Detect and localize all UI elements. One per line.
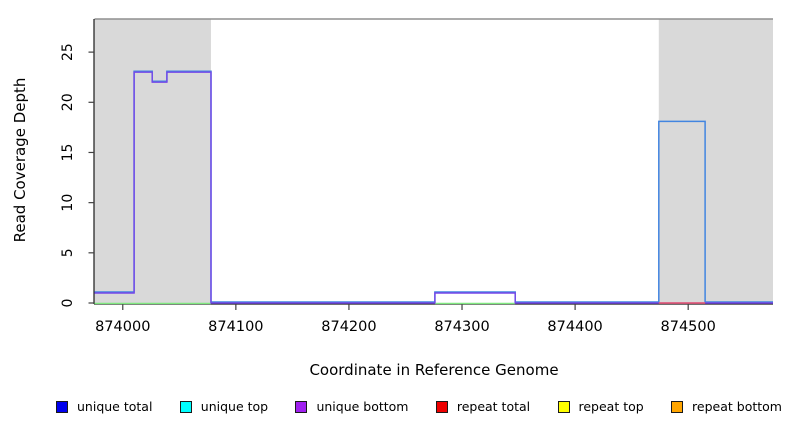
repeat-top-swatch-icon xyxy=(557,400,570,413)
repeat-region-band xyxy=(658,19,773,304)
legend-item-repeat-top: repeat top xyxy=(557,399,644,414)
unique-bottom-swatch-icon xyxy=(295,400,308,413)
y-tick-label: 10 xyxy=(60,194,76,212)
y-axis-title: Read Coverage Depth xyxy=(11,77,29,243)
x-axis-title: Coordinate in Reference Genome xyxy=(309,361,559,379)
legend-label: unique total xyxy=(77,399,153,414)
x-tick-label: 874000 xyxy=(95,319,150,335)
unique-top-swatch-icon xyxy=(179,400,192,413)
y-tick-label: 20 xyxy=(60,93,76,111)
legend-label: repeat bottom xyxy=(692,399,782,414)
x-tick-label: 874500 xyxy=(661,319,716,335)
legend-item-unique-bottom: unique bottom xyxy=(295,399,409,414)
x-tick-label: 874100 xyxy=(208,319,263,335)
y-tick-label: 5 xyxy=(60,248,76,257)
coverage-plot-canvas: 0 5 10 15 20 25 874000 874100 874200 874300 874400… xyxy=(60,18,773,335)
legend-item-unique-total: unique total xyxy=(56,399,152,414)
legend-label: repeat top xyxy=(578,399,644,414)
legend-label: unique top xyxy=(200,399,269,414)
legend-item-repeat-bottom: repeat bottom xyxy=(671,399,782,414)
x-tick-label: 874400 xyxy=(547,319,602,335)
unique-bottom-line xyxy=(94,71,773,304)
repeat-bottom-swatch-icon xyxy=(671,400,684,413)
x-tick-label: 874300 xyxy=(434,319,489,335)
repeat-total-swatch-icon xyxy=(435,400,448,413)
unique-total-swatch-icon xyxy=(56,400,68,413)
y-tick-label: 25 xyxy=(60,43,76,61)
legend-item-repeat-total: repeat total xyxy=(435,399,531,414)
y-tick-label: 15 xyxy=(60,144,76,162)
x-tick-label: 874200 xyxy=(321,319,376,335)
legend: unique total unique top unique bottom re… xyxy=(56,399,782,414)
legend-item-unique-top: unique top xyxy=(179,399,269,414)
legend-label: unique bottom xyxy=(316,399,409,414)
unique-total-line xyxy=(94,70,773,303)
legend-label: repeat total xyxy=(456,399,531,414)
repeat-region-band xyxy=(94,19,211,304)
y-tick-label: 0 xyxy=(60,299,76,308)
